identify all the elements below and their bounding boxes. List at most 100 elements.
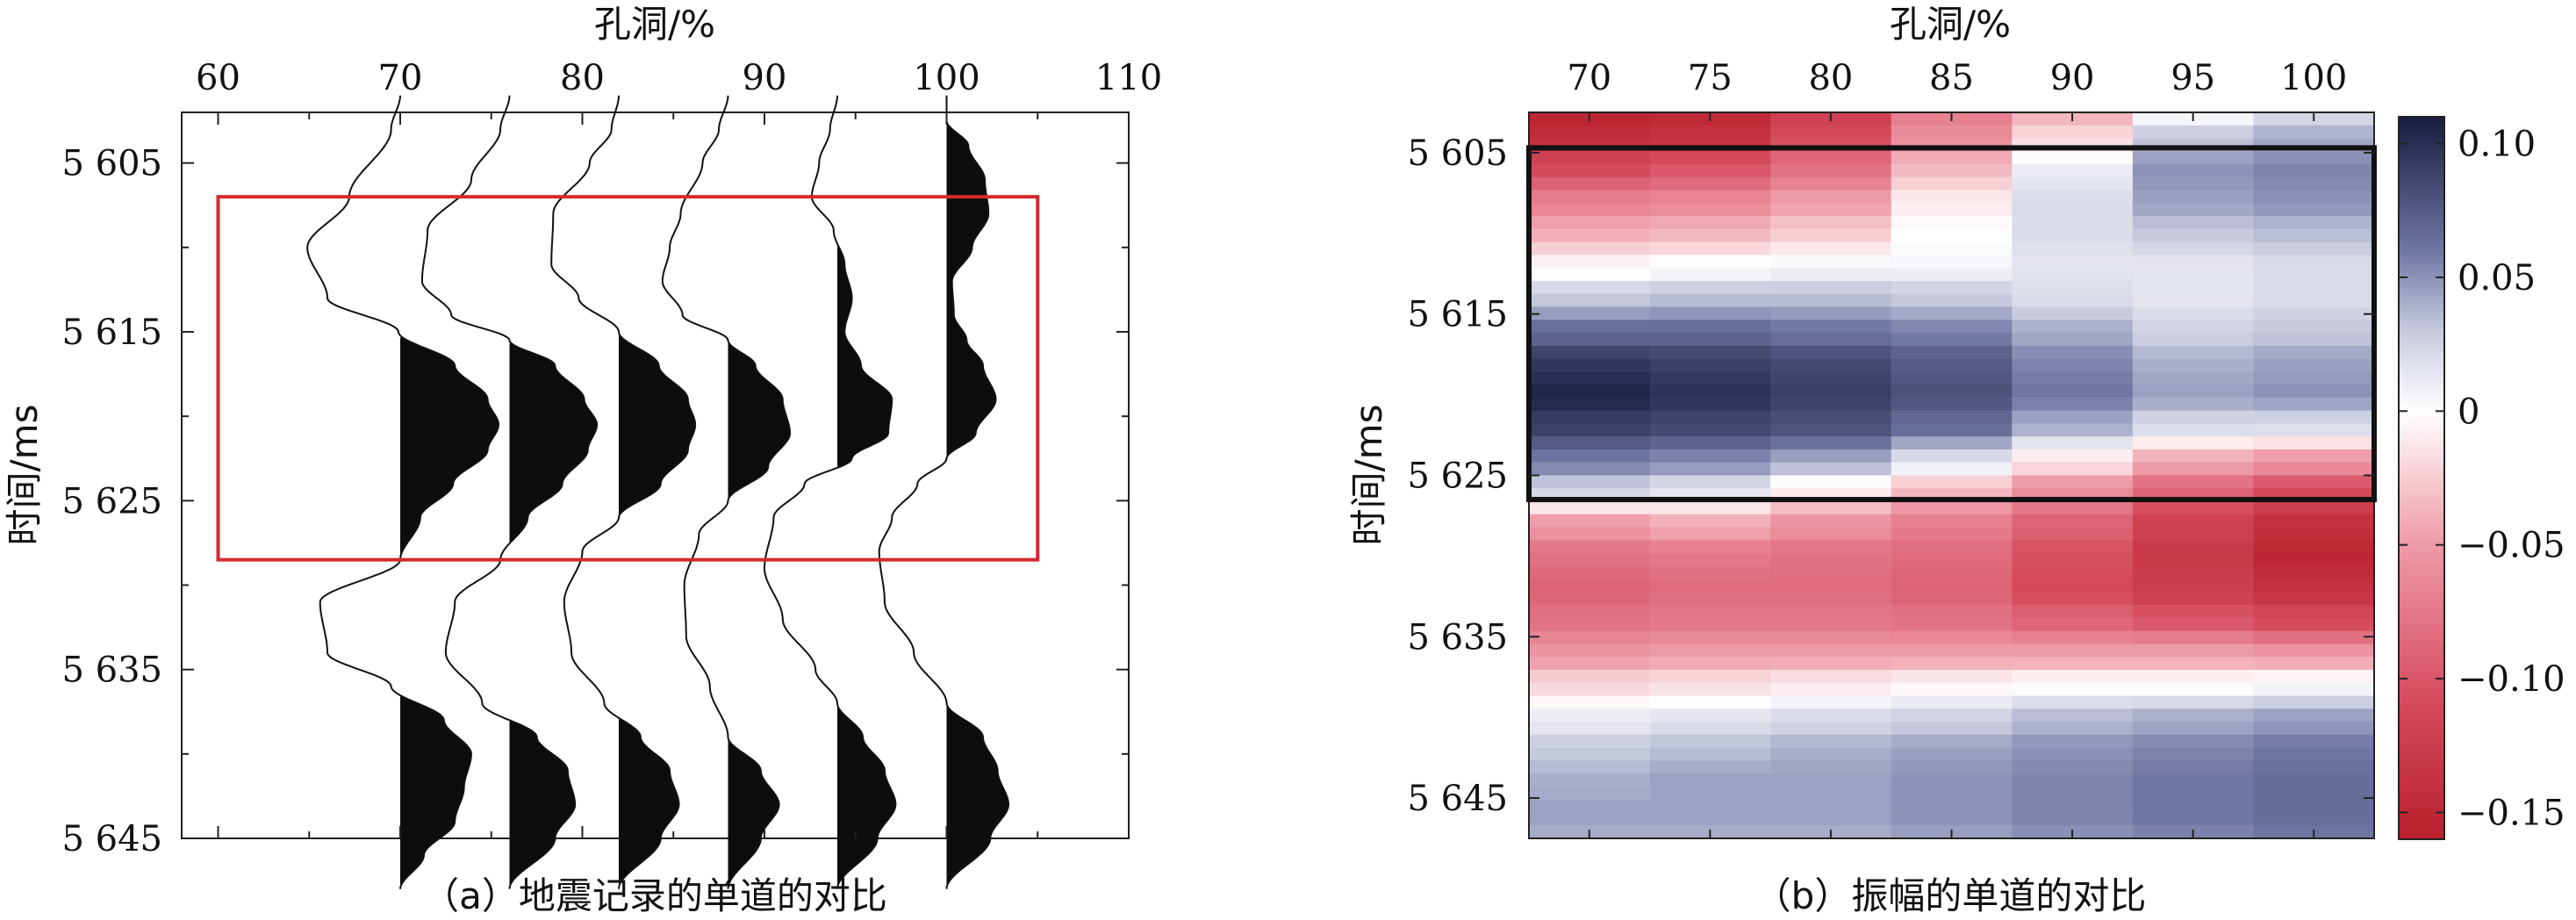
heatmap-cell-95 [2132,630,2255,645]
heatmap-cell-85 [1891,280,2013,295]
heatmap-cell-70 [1529,216,1651,230]
heatmap-cell-100 [2253,553,2375,567]
heatmap-cell-85 [1891,228,2013,243]
heatmap-cell-95 [2132,385,2255,399]
x-tick-label: 90 [2050,58,2095,98]
heatmap-cell-95 [2132,722,2255,736]
heatmap-cell-90 [2012,397,2134,412]
heatmap-cell-80 [1770,695,1892,709]
heatmap-cell-85 [1891,786,2013,801]
heatmap-cell-95 [2132,228,2255,243]
heatmap-cell-70 [1529,501,1651,515]
x-tick-label: 75 [1688,58,1733,98]
heatmap-cell-75 [1649,760,1771,774]
heatmap-cell-75 [1649,397,1771,412]
heatmap-cell-70 [1529,241,1651,256]
heatmap-cell-80 [1770,203,1892,217]
heatmap-cell-85 [1891,293,2013,308]
heatmap-cell-70 [1529,385,1651,399]
heatmap-cell-75 [1649,164,1771,178]
heatmap-cell-100 [2253,371,2375,385]
trace-70-fill-1 [400,696,471,886]
heatmap-cell-70 [1529,228,1651,243]
heatmap-cell-75 [1649,151,1771,165]
heatmap-cell-85 [1891,176,2013,191]
heatmap-cell-80 [1770,462,1892,477]
heatmap-cell-75 [1649,241,1771,256]
heatmap-cell-75 [1649,657,1771,671]
heatmap-cell-85 [1891,306,2013,320]
heatmap-cell-75 [1649,125,1771,140]
panel-a-caption: （a）地震记录的单道的对比 [422,874,887,917]
heatmap-cell-95 [2132,747,2255,761]
heatmap-cell-85 [1891,255,2013,269]
heatmap-cell-90 [2012,708,2134,722]
heatmap-cell-90 [2012,293,2134,308]
x-tick-label: 70 [1567,58,1611,98]
heatmap-cell-70 [1529,462,1651,477]
y-tick-label: 5 635 [1407,617,1508,658]
heatmap-cell-80 [1770,164,1892,178]
heatmap-cell-95 [2132,527,2255,541]
heatmap-cell-75 [1649,176,1771,191]
heatmap-cell-85 [1891,216,2013,230]
heatmap-cell-70 [1529,397,1651,412]
heatmap-cell-100 [2253,216,2375,230]
heatmap-cell-85 [1891,734,2013,749]
heatmap-cell-95 [2132,708,2255,722]
heatmap-cell-75 [1649,333,1771,347]
heatmap-cell-95 [2132,268,2255,282]
heatmap-cell-70 [1529,657,1651,671]
heatmap-cell-75 [1649,268,1771,282]
heatmap-cell-90 [2012,592,2134,606]
heatmap-cell-100 [2253,268,2375,282]
heatmap-cell-100 [2253,241,2375,256]
heatmap-cell-70 [1529,176,1651,191]
heatmap-cell-100 [2253,514,2375,528]
heatmap-cell-80 [1770,579,1892,593]
heatmap-cell-85 [1891,385,2013,399]
trace-80 [550,95,697,889]
heatmap-cell-90 [2012,436,2134,450]
heatmap-cell-80 [1770,799,1892,814]
heatmap-cell-95 [2132,773,2255,787]
heatmap-cell-70 [1529,527,1651,541]
heatmap-cell-100 [2253,579,2375,593]
heatmap-cell-85 [1891,527,2013,541]
heatmap-cell-70 [1529,333,1651,347]
heatmap-cell-70 [1529,579,1651,593]
heatmap-cell-90 [2012,760,2134,774]
heatmap-cell-100 [2253,151,2375,165]
heatmap-cell-80 [1770,268,1892,282]
heatmap-cell-80 [1770,371,1892,385]
heatmap-cell-90 [2012,423,2134,437]
heatmap-cell-70 [1529,423,1651,437]
heatmap-cell-75 [1649,190,1771,204]
heatmap-cell-100 [2253,462,2375,477]
heatmap-cell-95 [2132,682,2255,697]
heatmap-cell-90 [2012,540,2134,554]
heatmap-cell-90 [2012,228,2134,243]
heatmap-cell-95 [2132,333,2255,347]
heatmap-cell-75 [1649,695,1771,709]
heatmap-cell-80 [1770,320,1892,334]
heatmap-cell-95 [2132,397,2255,412]
heatmap-cell-95 [2132,812,2255,826]
heatmap-cell-95 [2132,449,2255,464]
heatmap-cell-95 [2132,436,2255,450]
colorbar-tick-label: 0.10 [2458,124,2536,164]
heatmap-cell-85 [1891,799,2013,814]
heatmap-cell-85 [1891,722,2013,736]
heatmap-cell-90 [2012,385,2134,399]
heatmap-cell-100 [2253,682,2375,697]
heatmap-cell-80 [1770,345,1892,360]
panel-a-x-ticks: 60 70 80 90 100 110 [196,58,1162,838]
panel-a-y-ticks: 5 605 5 615 5 625 5 635 5 645 [61,144,1129,859]
heatmap-cell-75 [1649,579,1771,593]
heatmap-cell-90 [2012,176,2134,191]
heatmap-cell-75 [1649,501,1771,515]
heatmap-cell-80 [1770,475,1892,489]
heatmap-cell-100 [2253,812,2375,826]
heatmap-cell-100 [2253,397,2375,412]
heatmap-cell-85 [1891,345,2013,360]
